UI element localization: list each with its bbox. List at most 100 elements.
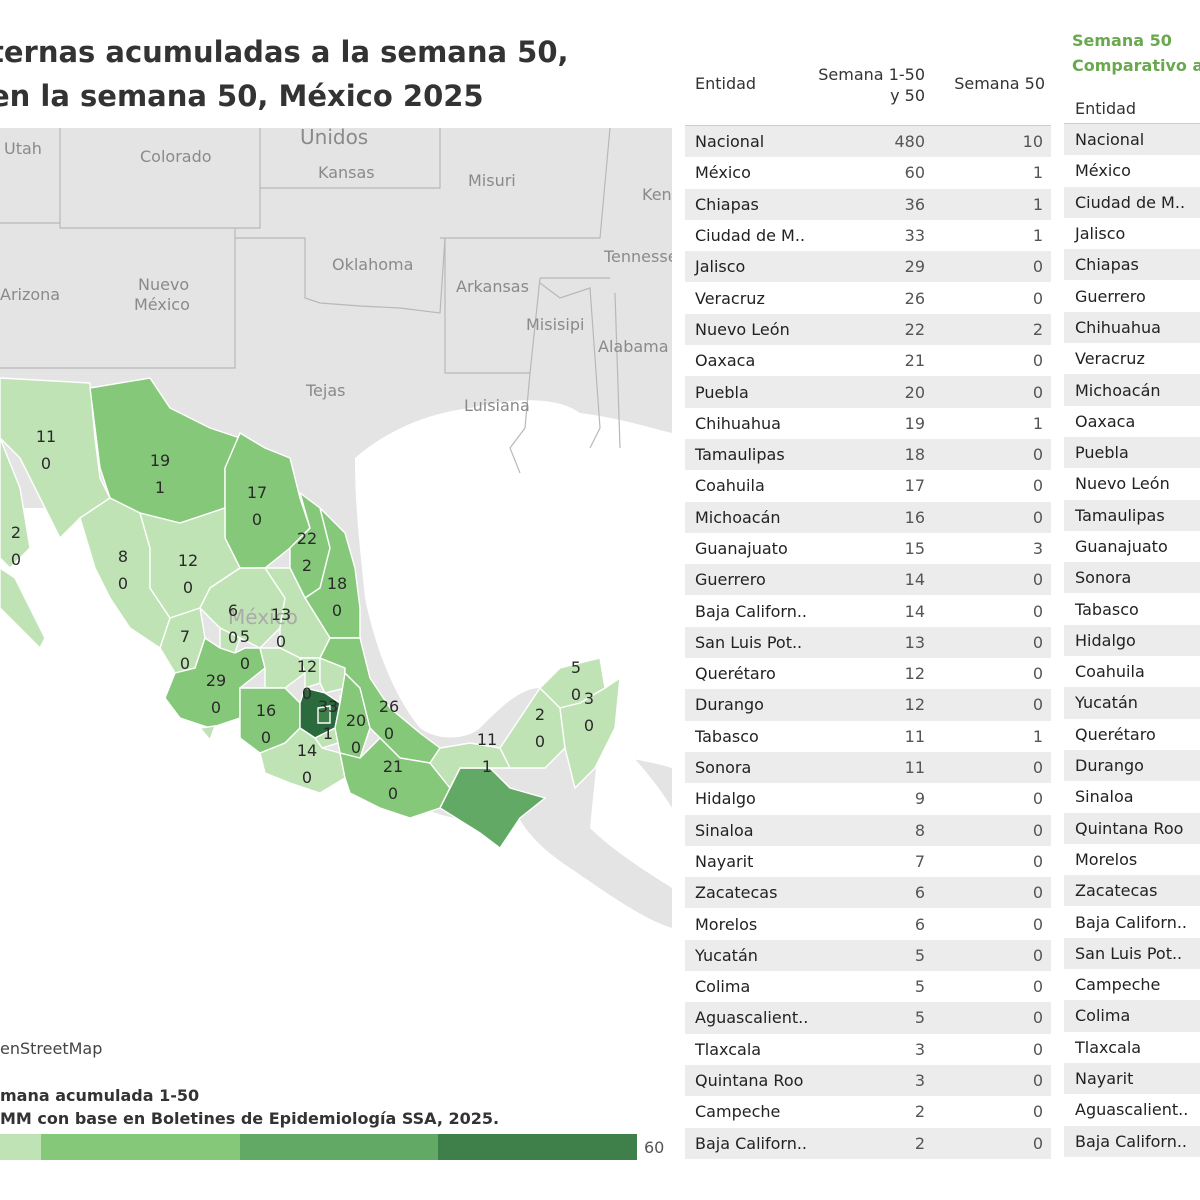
table-row[interactable]: Guerrero 14 0 [685, 564, 1051, 596]
table-row[interactable]: Guanajuato 15 3 [685, 533, 1051, 564]
header-semana-50[interactable]: Semana 50 [954, 74, 1045, 93]
table-row[interactable]: Tlaxcala 3 0 [685, 1034, 1051, 1065]
cell-acumulado: 33 [904, 226, 925, 246]
comparative-row[interactable]: Durango [1064, 749, 1200, 782]
comparative-row[interactable]: Tamaulipas [1064, 499, 1200, 531]
table-row[interactable]: Oaxaca 21 0 [685, 345, 1051, 376]
table-row[interactable]: Querétaro 12 0 [685, 658, 1051, 689]
map-canvas[interactable]: Unidos Utah Colorado Kansas Misuri Ken O… [0, 128, 672, 1062]
map-label: México [134, 295, 190, 314]
table-row[interactable]: Colima 5 0 [685, 971, 1051, 1002]
state-baja-california-sur[interactable] [0, 567, 46, 650]
state-guanajuato[interactable] [259, 647, 306, 689]
table-row[interactable]: Baja Californ.. 14 0 [685, 595, 1051, 626]
comparative-row[interactable]: Colima [1064, 1000, 1200, 1032]
table-row[interactable]: Sonora 11 0 [685, 751, 1051, 784]
table-row[interactable]: Tabasco 11 1 [685, 721, 1051, 752]
table-row[interactable]: San Luis Pot.. 13 0 [685, 626, 1051, 659]
cell-entidad: San Luis Pot.. [1075, 943, 1183, 963]
table-row[interactable]: Michoacán 16 0 [685, 501, 1051, 533]
cell-entidad: Guanajuato [1075, 537, 1168, 556]
table-row[interactable]: Hidalgo 9 0 [685, 783, 1051, 814]
comparative-row[interactable]: Puebla [1064, 436, 1200, 469]
map-attribution[interactable]: enStreetMap [0, 1039, 109, 1058]
comparative-row[interactable]: Baja Californ.. [1064, 906, 1200, 937]
comparative-row[interactable]: Michoacán [1064, 374, 1200, 406]
comparative-row[interactable]: Sinaloa [1064, 781, 1200, 812]
cell-entidad: Puebla [695, 382, 749, 402]
choropleth-map[interactable]: Unidos Utah Colorado Kansas Misuri Ken O… [0, 128, 672, 1062]
table-row[interactable]: Coahuila 17 0 [685, 470, 1051, 501]
mexico-states[interactable] [0, 377, 621, 850]
state-quintana-roo[interactable] [559, 676, 621, 790]
table-row[interactable]: Yucatán 5 0 [685, 939, 1051, 972]
comparative-row[interactable]: Veracruz [1064, 343, 1200, 374]
cell-entidad: Tamaulipas [695, 445, 785, 465]
comparative-row[interactable]: Nayarit [1064, 1062, 1200, 1095]
table-row[interactable]: Veracruz 26 0 [685, 282, 1051, 313]
cell-acumulado: 3 [914, 1039, 925, 1059]
comparative-row[interactable]: Chihuahua [1064, 311, 1200, 344]
comparative-row[interactable]: Chiapas [1064, 249, 1200, 281]
comparative-row[interactable]: Morelos [1064, 844, 1200, 875]
table-row[interactable]: Morelos 6 0 [685, 908, 1051, 939]
cell-entidad: Jalisco [695, 257, 746, 277]
comparative-row[interactable]: Campeche [1064, 969, 1200, 1000]
table-row[interactable]: Chihuahua 19 1 [685, 408, 1051, 439]
table-row[interactable]: Aguascalient.. 5 0 [685, 1002, 1051, 1034]
comparative-row[interactable]: Guanajuato [1064, 531, 1200, 562]
cell-acumulado: 12 [904, 695, 925, 715]
comparative-row[interactable]: Baja Californ.. [1064, 1125, 1200, 1157]
table-row[interactable]: Jalisco 29 0 [685, 251, 1051, 283]
comparative-row[interactable]: México [1064, 155, 1200, 186]
comparative-row[interactable]: Guerrero [1064, 280, 1200, 311]
comparative-row[interactable]: Tabasco [1064, 593, 1200, 624]
comparative-row[interactable]: Coahuila [1064, 656, 1200, 687]
comparative-row[interactable]: Aguascalient.. [1064, 1094, 1200, 1125]
comparative-row[interactable]: Yucatán [1064, 687, 1200, 719]
cell-entidad: Veracruz [695, 288, 765, 308]
comparative-row[interactable]: Ciudad de M.. [1064, 186, 1200, 218]
table-row[interactable]: Campeche 2 0 [685, 1096, 1051, 1127]
table-row[interactable]: Baja Californ.. 2 0 [685, 1127, 1051, 1159]
table-row[interactable]: Ciudad de M.. 33 1 [685, 220, 1051, 251]
table-row[interactable]: Nuevo León 22 2 [685, 313, 1051, 346]
comparative-row[interactable]: San Luis Pot.. [1064, 937, 1200, 970]
comparative-row[interactable]: Quintana Roo [1064, 812, 1200, 844]
comparative-row[interactable]: Zacatecas [1064, 875, 1200, 907]
comparative-row[interactable]: Nacional [1064, 124, 1200, 156]
table-row[interactable]: Puebla 20 0 [685, 376, 1051, 408]
table-row[interactable]: Sinaloa 8 0 [685, 814, 1051, 846]
table-row[interactable]: Zacatecas 6 0 [685, 877, 1051, 909]
comparative-header-entidad[interactable]: Entidad [1064, 78, 1200, 124]
table-row[interactable]: México 60 1 [685, 157, 1051, 188]
state-colima[interactable] [198, 725, 217, 742]
table-body: Nacional 480 10 México 60 1 Chiapas 36 1 Ciudad d… [685, 126, 1051, 1159]
table-row[interactable]: Tamaulipas 18 0 [685, 438, 1051, 471]
title-line-1: ternas acumuladas a la semana 50, [0, 35, 569, 69]
state-queretaro[interactable] [299, 657, 321, 689]
comparative-row[interactable]: Tlaxcala [1064, 1032, 1200, 1063]
comparative-row[interactable]: Querétaro [1064, 719, 1200, 750]
comparative-row[interactable]: Jalisco [1064, 218, 1200, 249]
cell-semana: 0 [1032, 1102, 1043, 1122]
cell-semana: 0 [1032, 257, 1043, 277]
header-semana-acumulada[interactable]: Semana 1-50 y 50 [818, 64, 925, 106]
header-entidad[interactable]: Entidad [695, 74, 757, 93]
comparative-row[interactable]: Oaxaca [1064, 406, 1200, 437]
cell-entidad: Veracruz [1075, 349, 1145, 369]
cell-acumulado: 36 [904, 194, 925, 214]
comparative-row[interactable]: Hidalgo [1064, 624, 1200, 657]
table-row[interactable]: Nayarit 7 0 [685, 846, 1051, 877]
table-row[interactable]: Nacional 480 10 [685, 126, 1051, 158]
comparative-row[interactable]: Nuevo León [1064, 468, 1200, 499]
table-row[interactable]: Quintana Roo 3 0 [685, 1064, 1051, 1097]
cell-entidad: Aguascalient.. [695, 1008, 809, 1028]
state-baja-california[interactable] [0, 437, 31, 569]
cell-acumulado: 6 [914, 883, 925, 903]
state-ciudad-de-mexico[interactable] [317, 705, 331, 724]
comparative-row[interactable]: Sonora [1064, 562, 1200, 594]
table-row[interactable]: Durango 12 0 [685, 689, 1051, 721]
table-row[interactable]: Chiapas 36 1 [685, 188, 1051, 220]
